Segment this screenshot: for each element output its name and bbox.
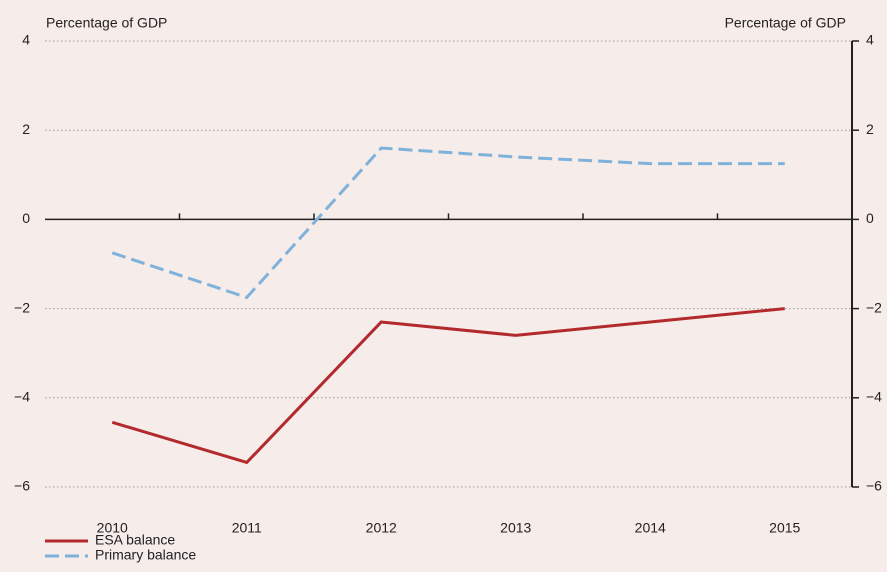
y-tick-label: 0 [22, 210, 30, 226]
series-line [111, 146, 785, 300]
y-tick-label: 2 [22, 121, 30, 137]
y2-tick-label: −4 [866, 389, 882, 405]
y2-tick-label: 0 [866, 210, 874, 226]
y-tick-label: −2 [14, 299, 30, 315]
y-axis-label: Percentage of GDP [46, 15, 167, 31]
x-tick-label: 2012 [366, 520, 397, 536]
legend-label: Primary balance [95, 547, 196, 563]
y2-tick-label: 4 [866, 32, 874, 48]
x-tick-label: 2010 [97, 520, 128, 536]
y-tick-label: 4 [22, 32, 30, 48]
y2-axis-label: Percentage of GDP [725, 15, 846, 31]
x-tick-label: 2011 [232, 520, 262, 536]
y-tick-label: −4 [14, 389, 30, 405]
y2-tick-label: −2 [866, 299, 882, 315]
y2-tick-label: −6 [866, 478, 882, 494]
y2-tick-label: 2 [866, 121, 874, 137]
y-tick-label: −6 [14, 478, 30, 494]
x-tick-label: 2015 [769, 520, 800, 536]
x-tick-label: 2014 [635, 520, 666, 536]
x-tick-label: 2013 [500, 520, 531, 536]
legend-label: ESA balance [95, 532, 175, 548]
series-line [111, 307, 785, 465]
